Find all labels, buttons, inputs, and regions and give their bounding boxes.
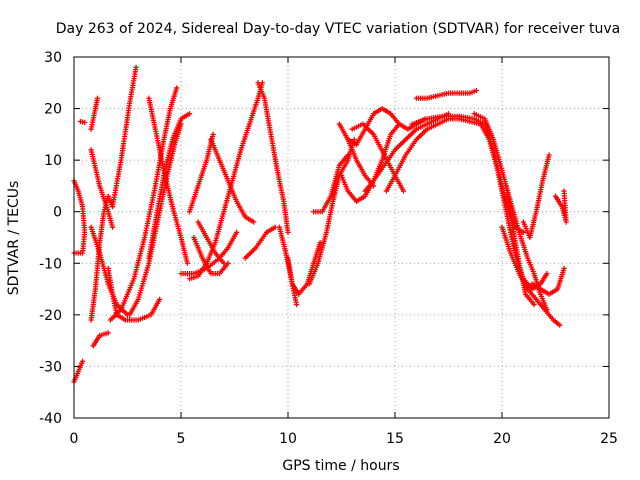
series-arc-20 <box>195 219 227 266</box>
series-arc-25 <box>306 136 357 287</box>
y-tick-label: -30 <box>39 359 62 375</box>
data-point <box>546 152 552 158</box>
series-arc-36 <box>478 121 550 292</box>
series-arc-13 <box>146 111 193 261</box>
series-arc-10 <box>109 64 139 210</box>
series-arc-05 <box>88 147 116 230</box>
y-tick-label: -20 <box>39 308 62 324</box>
data-point <box>234 229 240 235</box>
y-tick-label: -10 <box>39 256 62 272</box>
series-arc-29 <box>345 105 428 148</box>
data-point <box>473 87 479 94</box>
x-tick-label: 15 <box>386 431 404 447</box>
data-point <box>94 95 101 101</box>
x-tick-label: 5 <box>177 431 186 447</box>
chart-title: Day 263 of 2024, Sidereal Day-to-day VTE… <box>56 21 620 37</box>
series-arc-15 <box>186 131 216 215</box>
x-tick-label: 0 <box>70 431 79 447</box>
series-arc-39 <box>520 152 552 241</box>
series-arc-22 <box>242 224 278 261</box>
x-axis-label: GPS time / hours <box>282 458 399 474</box>
data-point <box>210 131 216 137</box>
y-tick-label: -40 <box>39 411 62 427</box>
series-arc-41 <box>552 188 569 225</box>
data-points <box>71 64 569 385</box>
series-arc-23 <box>276 224 323 297</box>
y-tick-label: 20 <box>44 102 62 118</box>
series-arc-06 <box>88 95 101 132</box>
data-point <box>561 188 567 194</box>
series-arc-27 <box>336 121 377 189</box>
data-point <box>133 64 139 70</box>
x-tick-label: 20 <box>493 431 511 447</box>
series-arc-26 <box>311 152 351 215</box>
series-arc-18 <box>186 80 265 282</box>
data-point <box>400 188 407 194</box>
series-arc-19 <box>208 136 257 225</box>
data-point <box>221 260 227 266</box>
series-arc-02 <box>71 178 88 256</box>
data-point <box>105 330 111 336</box>
series-arc-30 <box>349 121 407 194</box>
data-point <box>345 152 351 158</box>
series-arc-07 <box>90 330 111 349</box>
y-axis-label: SDTVAR / TECUs <box>6 181 22 296</box>
data-point <box>157 296 163 302</box>
series-arc-21 <box>255 80 291 235</box>
series-arc-38 <box>503 183 537 308</box>
data-point <box>557 322 563 328</box>
series-arc-33 <box>413 87 479 101</box>
data-point <box>109 224 116 230</box>
plot-frame <box>73 56 610 419</box>
data-point <box>293 301 300 308</box>
data-point <box>544 271 550 277</box>
data-point <box>186 111 193 117</box>
data-point <box>285 229 291 235</box>
data-point <box>251 219 257 225</box>
series-arc-01 <box>71 358 86 385</box>
data-point <box>174 85 180 91</box>
series-arc-40 <box>529 265 567 297</box>
axis-ticks: 0 5 10 15 20 25 30 20 10 0 -10 -20 -30 -40 <box>39 50 618 447</box>
y-tick-label: 10 <box>44 153 62 169</box>
y-tick-label: 30 <box>44 50 62 66</box>
series-arc-24 <box>285 255 300 308</box>
x-tick-label: 10 <box>279 431 297 447</box>
data-point <box>531 301 537 308</box>
data-point <box>184 260 191 266</box>
series-arc-14 <box>146 95 191 266</box>
series-arc-11 <box>107 85 180 323</box>
x-tick-label: 25 <box>600 431 618 447</box>
data-point <box>561 265 567 272</box>
series-arc-17 <box>191 234 231 277</box>
y-tick-label: 0 <box>53 205 62 221</box>
series-arc-03 <box>77 118 88 126</box>
data-point <box>82 119 88 126</box>
series-arc-37 <box>499 224 563 328</box>
data-point <box>79 358 86 364</box>
data-point <box>317 240 323 246</box>
